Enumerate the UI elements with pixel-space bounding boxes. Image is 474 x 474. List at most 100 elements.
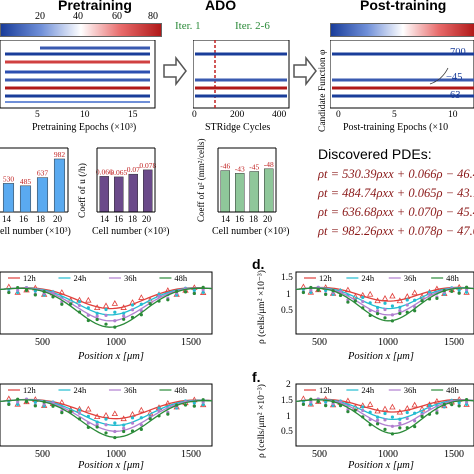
rbot-marker-0-16 [411, 401, 418, 408]
rtop-marker-1-18 [427, 290, 432, 294]
ltop-marker-3-10 [86, 318, 90, 323]
ltop-marker-0-10 [85, 296, 92, 303]
post-line-label-63: 63 [450, 90, 461, 101]
rbot-marker-2-2 [309, 400, 313, 404]
rbot-marker-3-7 [346, 410, 350, 414]
rbot-legend-1: 24h [361, 385, 375, 395]
ltop-frame [0, 271, 213, 335]
rtop-ytick-0.5: 0.5 [281, 306, 293, 316]
rtop-marker-3-12 [383, 316, 387, 320]
rtop-marker-3-17 [420, 299, 424, 303]
bar3-xtick-16: 16 [235, 214, 244, 224]
rbot-marker-2-23 [464, 400, 469, 404]
ltop-legend-2: 36h [124, 273, 138, 283]
rbot-marker-1-4 [324, 400, 328, 404]
ltop-marker-3-20 [175, 289, 179, 293]
ltop-marker-3-8 [69, 302, 73, 306]
rbot-marker-3-3 [316, 400, 320, 404]
lbot-marker-2-12 [104, 423, 108, 427]
bar1-xtick-18: 18 [36, 214, 45, 224]
rbot-marker-3-21 [450, 403, 454, 407]
ado-plot [193, 40, 290, 109]
lbot-marker-2-16 [139, 423, 143, 427]
rbot-ytick-1.5: 1.5 [281, 396, 293, 406]
rbot-marker-2-10 [368, 417, 372, 422]
ltop-marker-0-13 [111, 300, 119, 306]
rbot-marker-3-16 [413, 424, 417, 429]
post-line-label-700: 700 [450, 47, 466, 58]
rtop-marker-1-11 [375, 305, 380, 310]
rtop-marker-0-10 [366, 290, 374, 297]
rbot-marker-3-22 [457, 404, 461, 408]
lbot-marker-3-14 [122, 429, 126, 434]
rbot-marker-3-2 [309, 397, 313, 401]
rbot-legend-2: 36h [404, 385, 418, 395]
pre-xlabel: Pretraining Epochs (×10³) [32, 122, 137, 133]
lbot-marker-3-18 [157, 414, 161, 418]
rtop-marker-3-5 [331, 289, 335, 293]
rbot-marker-2-19 [435, 409, 439, 413]
rbot-marker-3-18 [427, 412, 432, 416]
pde-line-1: ρt = 530.39ρxx + 0.066ρ − 46.47 [318, 167, 474, 181]
lbot-marker-3-21 [183, 403, 188, 407]
post-ylabel: Candidate Function φ [318, 49, 328, 132]
bar2-xlabel: Cell number (×10³) [92, 226, 170, 237]
c1-bar-label-3: 982 [54, 150, 66, 159]
rtop-marker-1-14 [398, 305, 402, 310]
rbot-marker-3-9 [361, 415, 365, 419]
lbot-marker-1-11 [95, 420, 99, 424]
rbot-marker-1-23 [464, 402, 469, 407]
c3-bar-1 [235, 173, 245, 213]
rbot-marker-1-14 [398, 417, 402, 421]
lbot-legend-2: 36h [124, 385, 138, 395]
lbot-marker-1-16 [139, 416, 143, 420]
rbot-marker-3-8 [353, 408, 357, 412]
rbot-marker-2-11 [375, 418, 380, 422]
lbot-marker-0-12 [102, 411, 110, 418]
c2-bar-2 [128, 173, 138, 213]
lbot-marker-3-10 [86, 425, 90, 429]
rbot-marker-3-12 [383, 427, 387, 431]
ltop-marker-1-9 [77, 300, 82, 304]
post-xtick-5: 5 [392, 110, 397, 120]
rtop-marker-2-9 [361, 299, 365, 304]
lbot-marker-2-14 [122, 426, 126, 430]
c1-bar-2 [36, 177, 49, 213]
rbot-ytick-2: 2 [286, 380, 291, 390]
ltop-marker-2-10 [86, 313, 90, 317]
c3-bar-label-0: -46 [220, 162, 230, 171]
lbot-marker-1-2 [16, 402, 20, 406]
bar3-xlabel: Cell number (×10³) [212, 226, 290, 237]
rbot-marker-0-19 [433, 397, 441, 404]
lbot-frame [0, 383, 213, 447]
ltop-marker-3-11 [95, 317, 99, 322]
lbot-marker-3-20 [175, 403, 179, 407]
bar3-ylabel: Coeff of u² (mm²/cells) [196, 138, 206, 222]
rbot-marker-3-14 [398, 426, 402, 430]
ltop-marker-3-14 [122, 317, 126, 321]
ltop-marker-3-1 [7, 290, 11, 295]
bar3-xtick-18: 18 [249, 214, 258, 224]
rbot-marker-1-15 [405, 410, 409, 415]
rtop-legend-3: 48h [446, 273, 460, 283]
arrow-right-icon [163, 56, 187, 86]
rbot-ylabel: ρ (cells/μm² ×10⁻³) [257, 384, 267, 458]
rtop-marker-1-13 [390, 304, 395, 308]
ltop-marker-3-19 [166, 298, 170, 302]
rbot-marker-2-18 [427, 406, 432, 411]
lbot-marker-2-11 [95, 423, 99, 427]
ltop-xlabel: Position x [μm] [78, 351, 144, 362]
rbot-xtick-1500: 1500 [444, 449, 464, 460]
lbot-marker-3-5 [42, 400, 46, 404]
rtop-marker-1-16 [413, 298, 417, 302]
post-line-label-45: −45 [446, 72, 463, 83]
rbot-marker-2-12 [383, 418, 387, 422]
colorbar-tick-60: 60 [112, 11, 122, 22]
rtop-marker-3-11 [375, 312, 380, 316]
ltop-marker-1-23 [201, 290, 205, 294]
rtop-curve-1 [295, 287, 474, 310]
c3-bar-2 [249, 171, 259, 213]
lbot-marker-1-12 [104, 417, 108, 421]
lbot-marker-3-13 [113, 435, 117, 440]
c1-bar-1 [19, 185, 32, 213]
